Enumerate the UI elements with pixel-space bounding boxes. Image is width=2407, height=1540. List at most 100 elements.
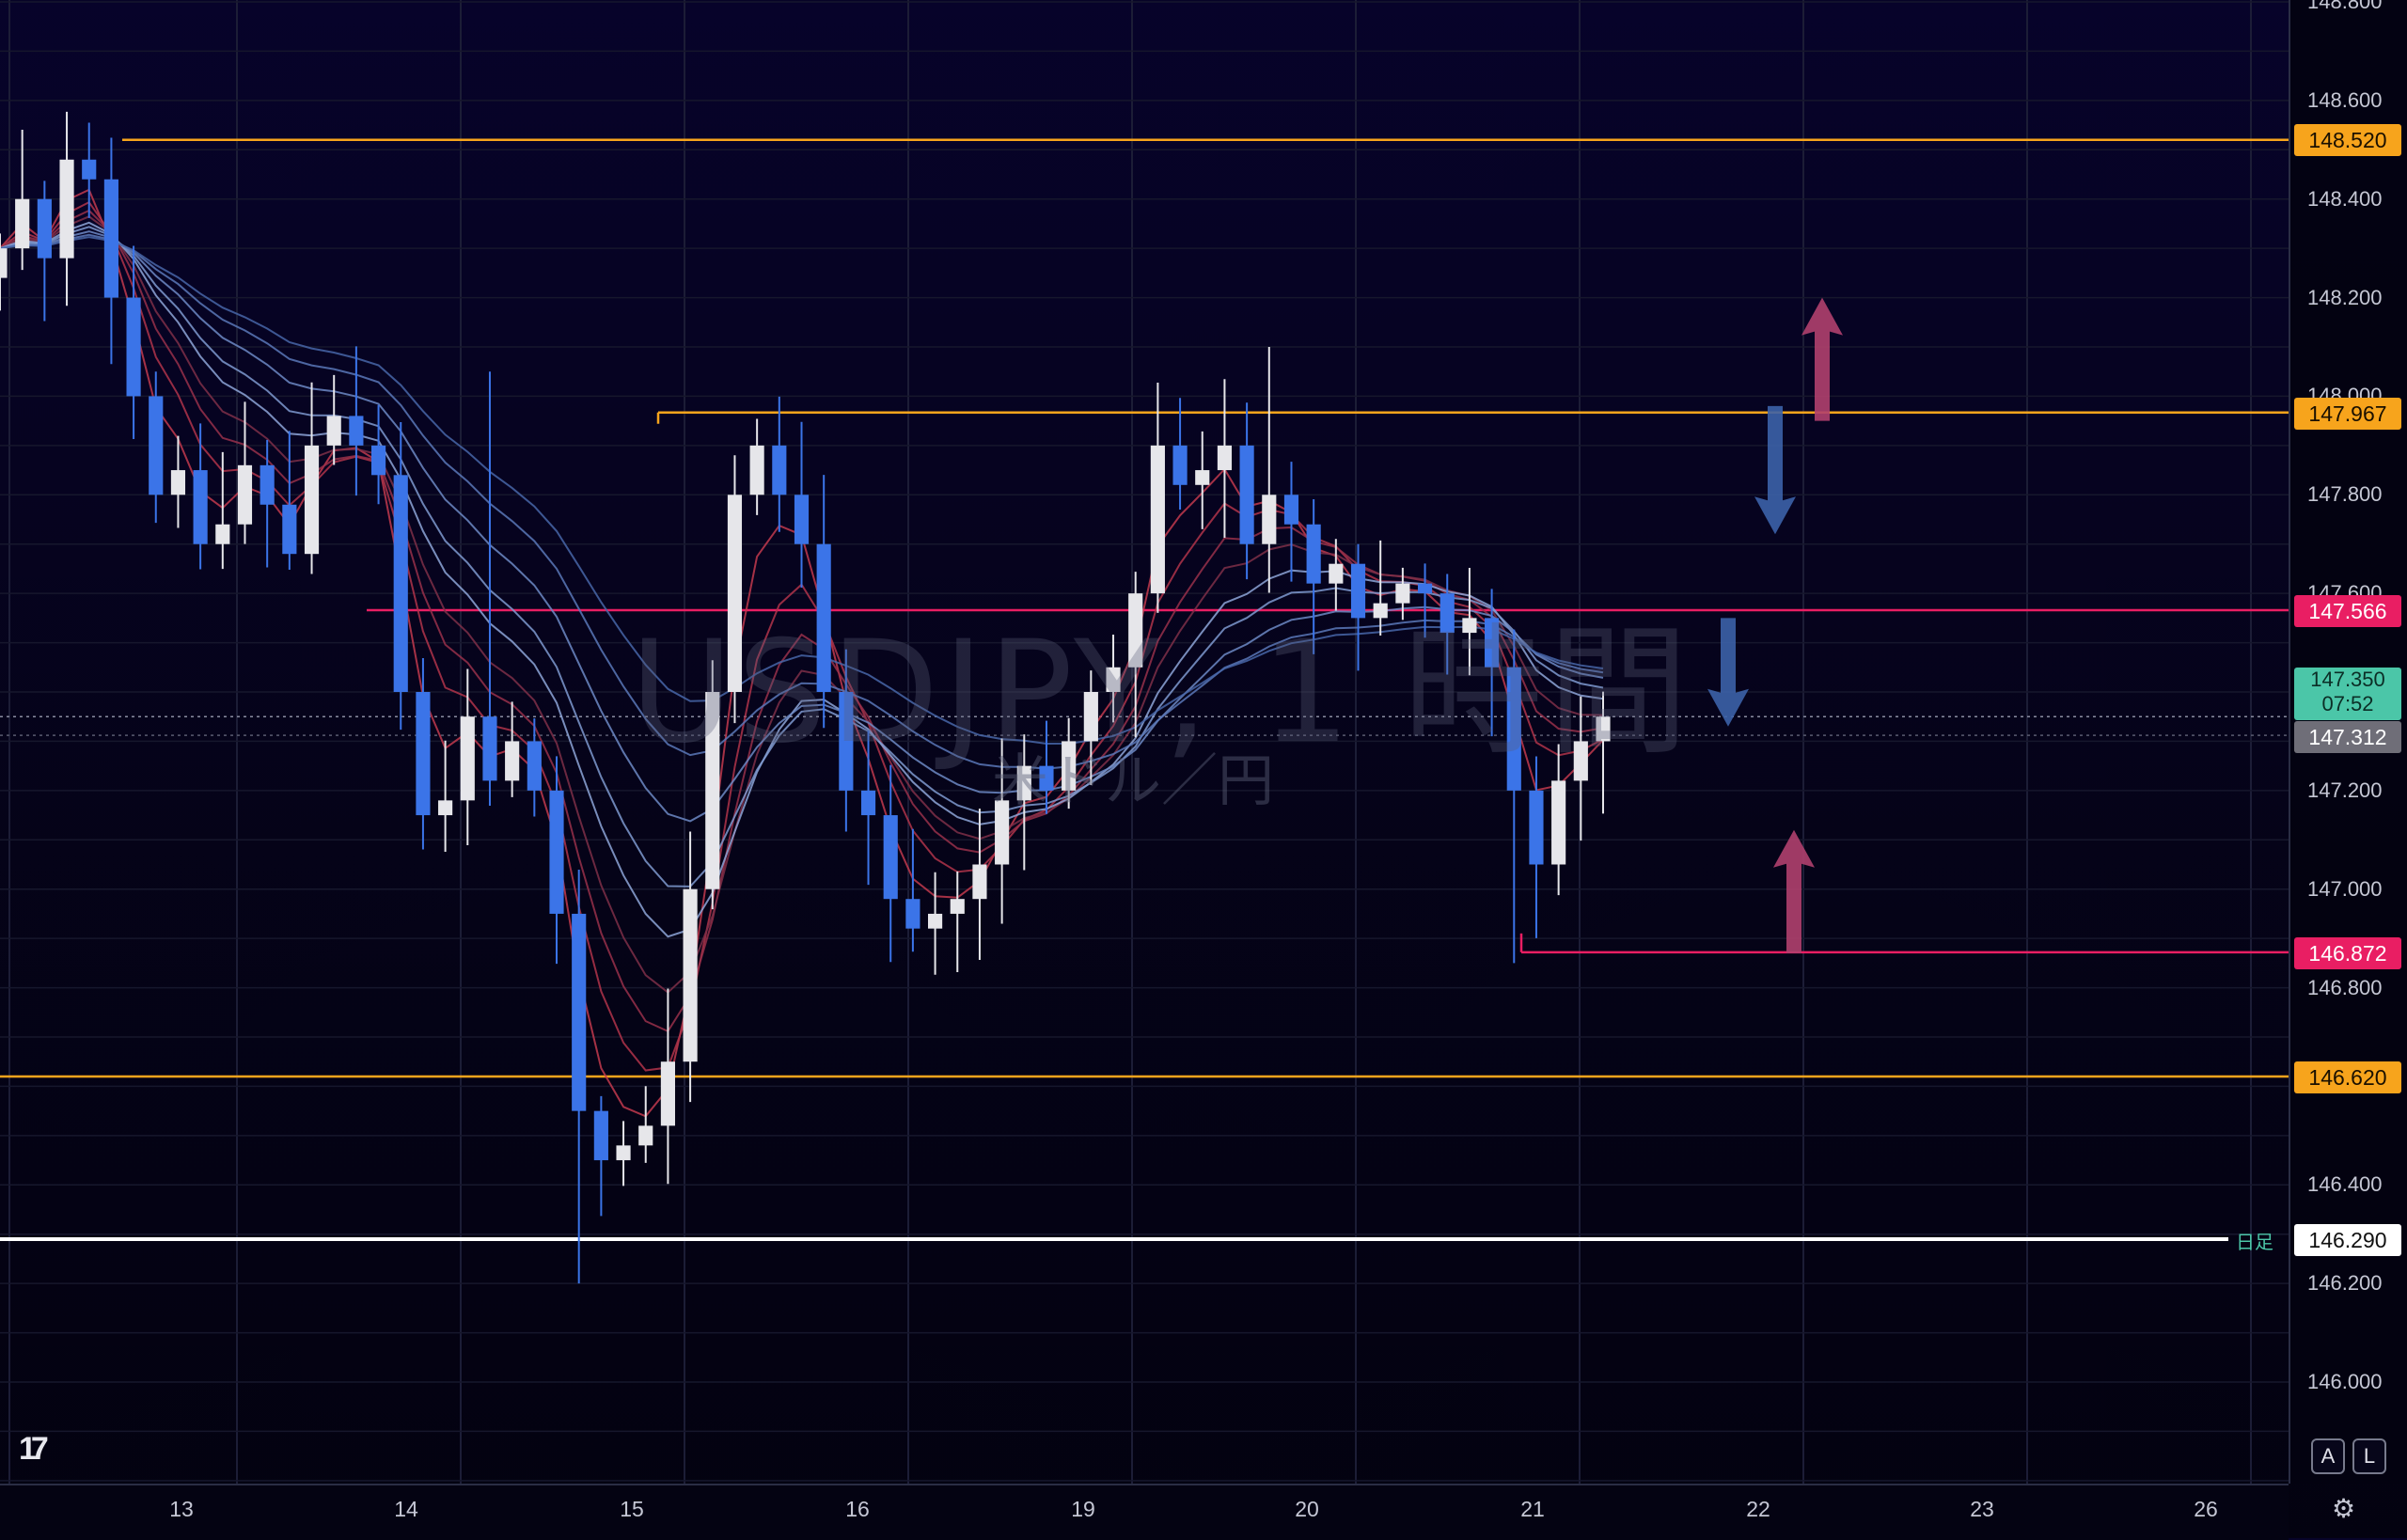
candle-body bbox=[149, 396, 164, 495]
log-scale-button[interactable]: L bbox=[2352, 1438, 2386, 1474]
price-tick: 148.600 bbox=[2307, 87, 2383, 112]
candle-body bbox=[883, 815, 898, 900]
candle-body bbox=[282, 504, 297, 555]
price-tick: 146.200 bbox=[2307, 1271, 2383, 1296]
candle-body bbox=[304, 445, 320, 555]
support-label-146620: 146.620 bbox=[2294, 1061, 2401, 1093]
time-tick: 22 bbox=[1746, 1497, 1770, 1521]
candle-body bbox=[260, 464, 275, 505]
candle-body bbox=[972, 864, 987, 900]
candle-body bbox=[1573, 741, 1588, 781]
price-tick: 147.000 bbox=[2307, 876, 2383, 901]
candle-body bbox=[616, 1145, 631, 1161]
candle-body bbox=[1306, 524, 1321, 584]
candle-body bbox=[816, 543, 831, 692]
candle-body bbox=[705, 692, 720, 889]
resistance-label-148520: 148.520 bbox=[2294, 124, 2401, 156]
candle-body bbox=[905, 899, 920, 929]
candle-body bbox=[438, 800, 453, 816]
candle-body bbox=[1439, 593, 1455, 634]
candle-body bbox=[193, 470, 208, 544]
arrow-down-icon bbox=[1707, 618, 1749, 727]
candle-body bbox=[326, 416, 341, 446]
tradingview-logo-icon[interactable]: 17 bbox=[19, 1431, 49, 1467]
moving-average-line bbox=[0, 230, 1604, 823]
candle-body bbox=[59, 159, 74, 259]
candle-body bbox=[1350, 563, 1366, 619]
candle-body bbox=[237, 464, 253, 525]
moving-average-line bbox=[0, 209, 1604, 1033]
candle-body bbox=[349, 416, 364, 446]
candle-body bbox=[749, 445, 764, 495]
candle-body bbox=[1596, 716, 1611, 742]
candle-body bbox=[995, 800, 1010, 865]
candle-body bbox=[1462, 618, 1477, 634]
candle-body bbox=[215, 524, 230, 544]
candle-body bbox=[1128, 593, 1143, 668]
candle-body bbox=[727, 495, 743, 692]
resistance-label-147967: 147.967 bbox=[2294, 398, 2401, 430]
price-tick: 148.400 bbox=[2307, 186, 2383, 211]
time-tick: 16 bbox=[845, 1497, 870, 1521]
arrow-up-icon bbox=[1773, 829, 1815, 953]
candle-body bbox=[1485, 618, 1500, 668]
pink-level-label-147566: 147.566 bbox=[2294, 595, 2401, 627]
candle-body bbox=[505, 741, 520, 781]
candle-body bbox=[1239, 445, 1254, 544]
candle-body bbox=[1417, 583, 1433, 594]
candle-body bbox=[393, 475, 408, 692]
time-axis[interactable]: 13 14 15 16 19 20 21 22 23 26 bbox=[0, 1484, 2289, 1540]
price-tick: 146.000 bbox=[2307, 1370, 2383, 1393]
candle-body bbox=[549, 790, 564, 914]
candle-body bbox=[103, 179, 118, 298]
price-tick: 146.800 bbox=[2307, 975, 2383, 999]
daily-line-tag: 日足 bbox=[2236, 1233, 2273, 1253]
current-price-box: 147.350 07:52 bbox=[2294, 668, 2401, 720]
time-tick: 26 bbox=[2194, 1497, 2218, 1521]
settings-gear-icon[interactable]: ⚙ bbox=[2332, 1494, 2356, 1523]
time-tick: 21 bbox=[1520, 1497, 1545, 1521]
time-tick: 23 bbox=[1970, 1497, 1994, 1521]
arrow-shape bbox=[1773, 829, 1815, 953]
candle-body bbox=[1373, 603, 1388, 619]
candle-body bbox=[1529, 790, 1544, 865]
time-tick: 20 bbox=[1295, 1497, 1319, 1521]
candle-body bbox=[170, 470, 186, 495]
candle-body bbox=[860, 790, 876, 816]
candle-body bbox=[1039, 765, 1054, 791]
candle-body bbox=[1395, 583, 1410, 604]
candle-body bbox=[370, 445, 386, 476]
candle-body bbox=[660, 1061, 675, 1126]
candle-body bbox=[1506, 667, 1521, 791]
candle-body bbox=[1283, 495, 1299, 525]
bid-price-label: 147.312 bbox=[2294, 721, 2401, 753]
candle-body bbox=[1106, 667, 1121, 692]
candle-body bbox=[638, 1125, 653, 1146]
candle-body bbox=[1217, 445, 1233, 471]
arrow-shape bbox=[1707, 618, 1749, 727]
moving-average-line bbox=[0, 200, 1604, 1072]
arrow-shape bbox=[1754, 405, 1796, 535]
arrow-down-icon bbox=[1754, 405, 1796, 535]
candle-body bbox=[1083, 692, 1098, 742]
candle-body bbox=[1329, 563, 1344, 584]
candle-body bbox=[1150, 445, 1165, 594]
price-tick: 147.800 bbox=[2307, 482, 2383, 507]
candle-body bbox=[794, 495, 810, 544]
candle-body bbox=[1062, 741, 1077, 791]
moving-average-line bbox=[0, 236, 1604, 746]
candle-body bbox=[460, 716, 475, 801]
time-tick: 19 bbox=[1071, 1497, 1095, 1521]
price-axis[interactable]: 148.800 148.600 148.400 148.200 148.000 147.8… bbox=[2289, 0, 2407, 1484]
daily-level-label: 146.290 bbox=[2294, 1224, 2401, 1256]
price-tick: 147.200 bbox=[2307, 778, 2383, 802]
bar-countdown: 07:52 bbox=[2321, 692, 2374, 715]
candle-body bbox=[527, 741, 542, 791]
candle-body bbox=[839, 692, 854, 791]
price-tick: 148.800 bbox=[2307, 0, 2383, 13]
time-tick: 13 bbox=[169, 1497, 194, 1521]
auto-scale-button[interactable]: A bbox=[2311, 1438, 2345, 1474]
price-tick: 146.400 bbox=[2307, 1172, 2383, 1197]
candle-body bbox=[572, 913, 587, 1111]
